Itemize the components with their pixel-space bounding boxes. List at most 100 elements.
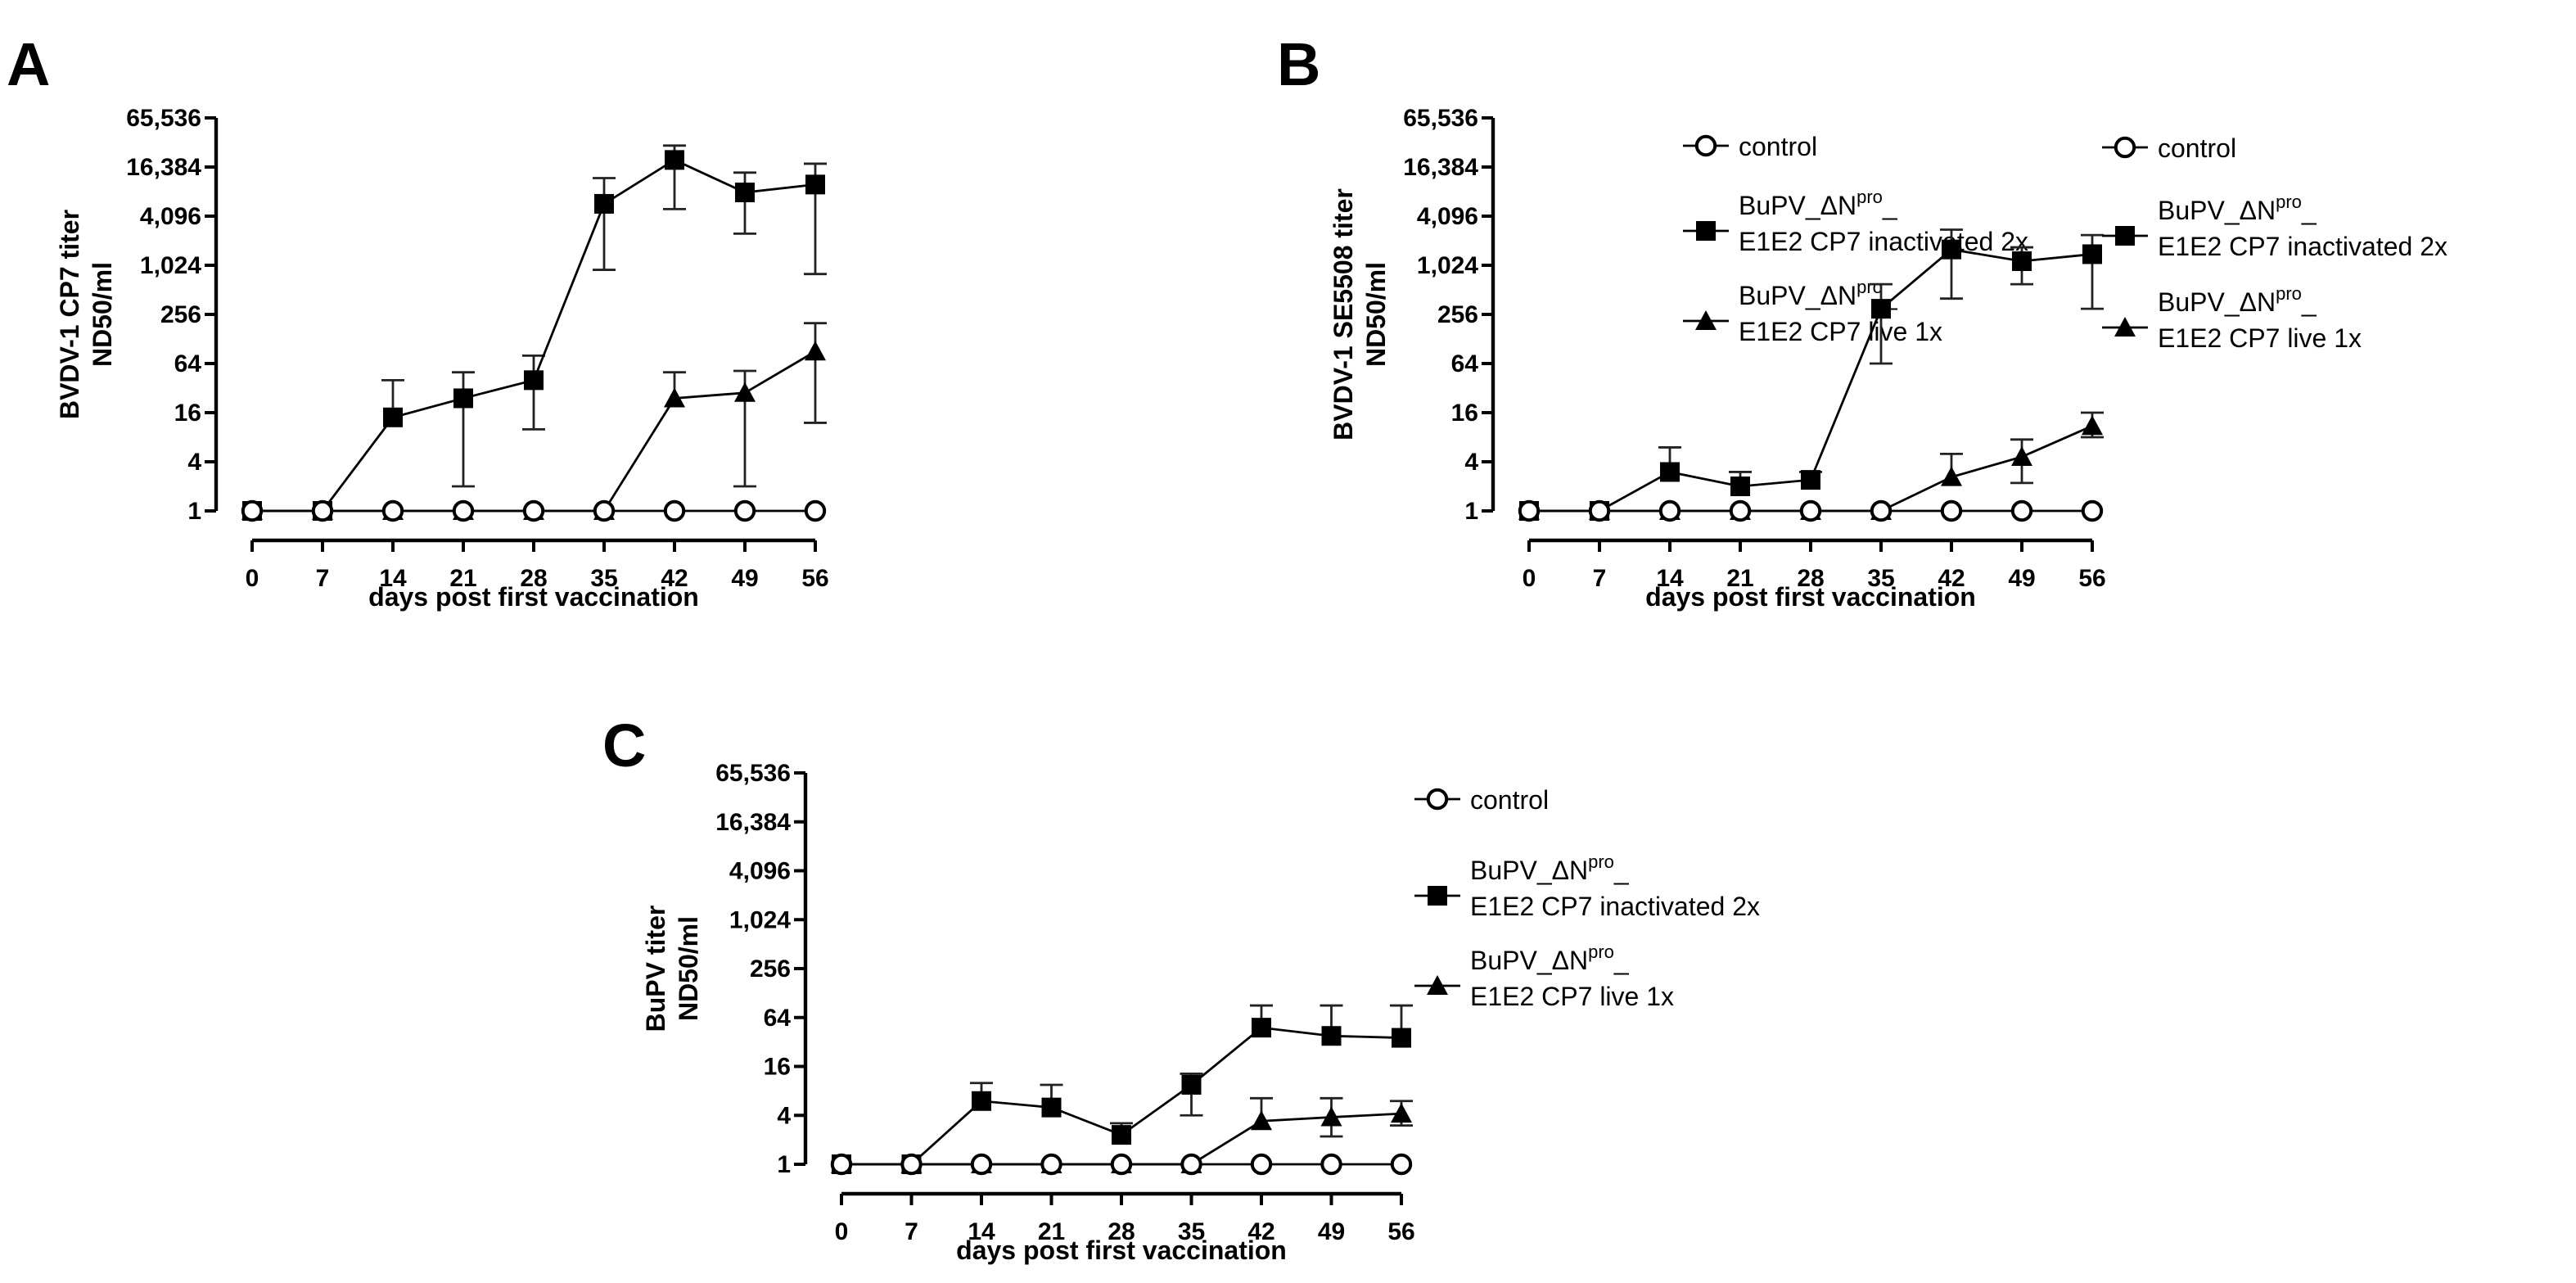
data-point (1799, 499, 1822, 522)
y-axis-title-line2: ND50/ml (88, 262, 117, 367)
legend-marker-inactivated (1696, 221, 1716, 241)
data-point (1588, 499, 1611, 522)
y-tick-label: 1 (777, 1151, 791, 1178)
data-point (665, 150, 684, 170)
legend-text-part: ΔN (2240, 196, 2276, 225)
legend-text-part: _ (1613, 946, 1630, 975)
y-tick-label: 1 (187, 498, 201, 525)
legend-superscript: pro (1856, 277, 1883, 297)
series-control (830, 1153, 1413, 1176)
legend-marker-live (1695, 310, 1717, 330)
legend-marker-inactivated (1428, 886, 1447, 906)
data-point (972, 1091, 991, 1111)
series-inactivated (832, 1004, 1413, 1174)
y-tick-label: 256 (160, 301, 201, 328)
data-point (2082, 415, 2103, 436)
series-control (241, 499, 827, 522)
data-point (2010, 499, 2033, 522)
legend-label-inactivated-line2: E1E2 CP7 inactivated 2x (1739, 227, 2028, 256)
data-point (1658, 499, 1681, 522)
y-tick-label: 64 (764, 1005, 792, 1032)
x-tick-label: 14 (968, 1218, 995, 1245)
y-tick-label: 65,536 (126, 105, 201, 132)
y-tick-label: 64 (174, 350, 202, 377)
legend-superscript: pro (2276, 192, 2302, 212)
series-line (252, 158, 816, 513)
legend-text-part: BuPV_ (2158, 287, 2240, 317)
data-point (733, 499, 756, 522)
y-tick-label: 1 (1464, 498, 1478, 525)
data-point (383, 407, 403, 427)
series-inactivated (1519, 228, 2104, 521)
y-tick-label: 4,096 (729, 858, 791, 885)
legend-marker-inactivated (2115, 226, 2135, 246)
data-point (453, 388, 473, 409)
y-tick-label: 1,024 (1417, 252, 1478, 279)
legend-marker-control (2114, 136, 2136, 159)
data-point (452, 499, 475, 522)
series-line (1529, 424, 2093, 513)
y-tick-label: 1,024 (140, 252, 201, 279)
data-point (1112, 1125, 1131, 1145)
data-point (2081, 499, 2104, 522)
data-point (1871, 299, 1891, 319)
data-point (594, 193, 614, 214)
x-axis-title: days post first vaccination (1645, 582, 1976, 612)
data-point (2011, 445, 2032, 466)
y-tick-label: 1,024 (729, 906, 791, 933)
data-point (1110, 1153, 1133, 1176)
x-tick-label: 28 (520, 565, 547, 592)
y-tick-label: 16,384 (126, 154, 201, 181)
y-tick-label: 65,536 (715, 760, 791, 787)
legend-label-control: control (2158, 133, 2236, 163)
legend-label-live-line2: E1E2 CP7 live 1x (1470, 982, 1674, 1011)
legend-label-inactivated-line1: BuPV_ΔNpro_ (1470, 852, 1630, 885)
data-point (900, 1153, 923, 1176)
data-point (2012, 251, 2032, 271)
x-tick-label: 35 (1867, 565, 1894, 592)
x-tick-label: 49 (1318, 1218, 1345, 1245)
data-point (1942, 239, 1961, 260)
x-tick-label: 56 (801, 565, 828, 592)
data-point (1040, 1153, 1062, 1176)
x-axis-title: days post first vaccination (956, 1236, 1287, 1265)
legend-label-live-line1: BuPV_ΔNpro_ (1739, 277, 1898, 310)
data-point (1391, 1103, 1412, 1123)
legend-label-live-line1: BuPV_ΔNpro_ (1470, 942, 1630, 975)
legend-text-part: _ (1882, 191, 1898, 220)
y-axis-title-line1: BVDV-1 CP7 titer (55, 210, 84, 419)
legend-superscript: pro (2276, 283, 2302, 304)
data-point (664, 387, 685, 408)
legend-label-live-line2: E1E2 CP7 live 1x (2158, 323, 2362, 353)
legend-label-live-line2: E1E2 CP7 live 1x (1739, 317, 1942, 346)
legend-superscript: pro (1856, 187, 1883, 207)
legend-label-inactivated-line2: E1E2 CP7 inactivated 2x (1470, 892, 1760, 921)
y-tick-label: 16,384 (1403, 154, 1478, 181)
data-point (1252, 1018, 1271, 1038)
panel-letter: A (7, 30, 50, 98)
data-point (734, 382, 756, 402)
x-tick-label: 14 (379, 565, 407, 592)
data-point (1390, 1153, 1413, 1176)
y-tick-label: 16,384 (715, 809, 791, 836)
data-point (1320, 1106, 1342, 1127)
x-tick-label: 0 (1523, 565, 1536, 592)
legend-superscript: pro (1588, 852, 1614, 872)
x-tick-label: 21 (449, 565, 476, 592)
y-tick-label: 4 (1464, 449, 1478, 476)
x-tick-label: 21 (1038, 1218, 1065, 1245)
x-tick-label: 7 (1593, 565, 1607, 592)
x-tick-label: 42 (661, 565, 688, 592)
series-inactivated (242, 144, 827, 521)
x-tick-label: 35 (1178, 1218, 1205, 1245)
data-point (805, 341, 826, 361)
data-point (1801, 470, 1820, 490)
x-tick-label: 56 (1387, 1218, 1414, 1245)
legend-text-part: ΔN (1820, 191, 1856, 220)
panel-letter: B (1277, 30, 1320, 98)
